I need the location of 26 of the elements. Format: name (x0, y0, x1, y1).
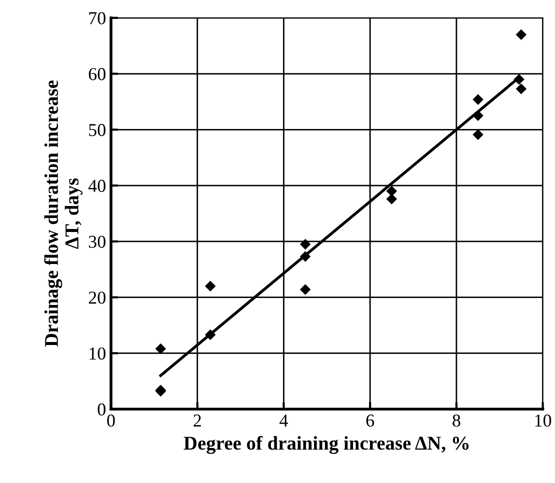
x-tick-label: 4 (280, 414, 288, 426)
y-tick-label: 0 (98, 403, 106, 416)
point (300, 238, 311, 250)
x-tick-label: 2 (194, 414, 201, 426)
y-tick-label: 10 (90, 347, 106, 360)
point (300, 284, 311, 295)
x-tick-label: 6 (366, 414, 374, 427)
y-tick-label: 60 (88, 68, 106, 80)
point (155, 343, 166, 354)
x-tick-label: 8 (452, 414, 460, 427)
point (472, 129, 484, 140)
point (516, 83, 527, 94)
y-tick-label: 50 (89, 124, 106, 136)
x-tick-label: 10 (535, 414, 552, 427)
point (472, 94, 484, 105)
y-tick-label: 30 (88, 236, 106, 248)
point (516, 29, 527, 40)
y-tick-label: 40 (88, 180, 106, 192)
x-tick-label: 0 (107, 414, 115, 427)
point (204, 280, 216, 292)
point (386, 194, 398, 204)
y-tick-label: 70 (89, 12, 106, 24)
y-axis-title: Drainage flow duration increase ΔT, days (44, 80, 83, 347)
x-axis-title: Degree of draining increase ΔN, % (184, 436, 469, 454)
y-tick-label: 20 (88, 292, 106, 304)
point (386, 186, 398, 197)
